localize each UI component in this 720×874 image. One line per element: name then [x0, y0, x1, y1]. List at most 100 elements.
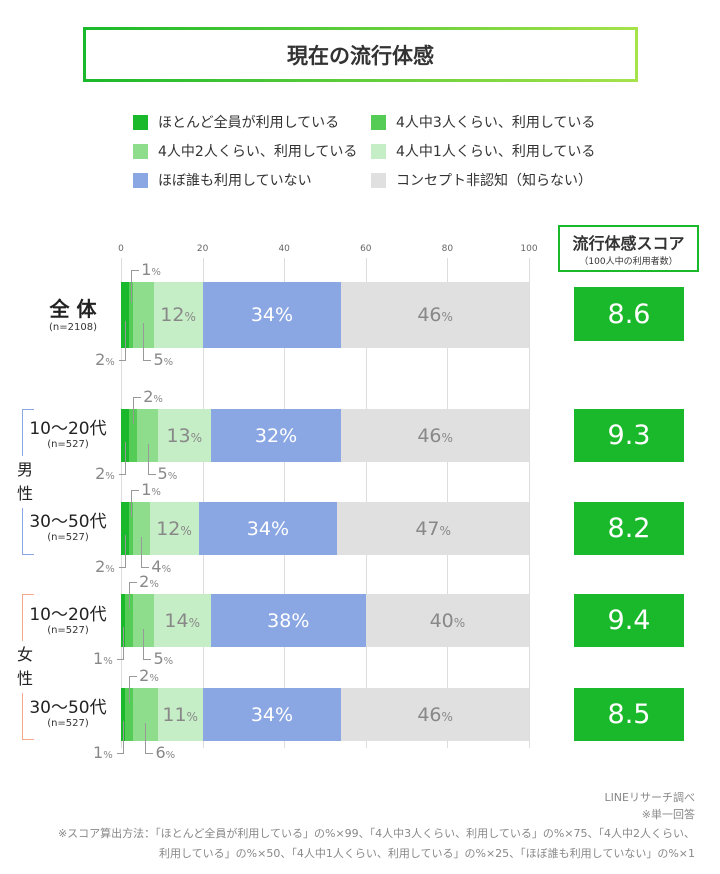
- leader-line: [147, 443, 149, 474]
- legend-swatch: [371, 143, 386, 159]
- bar-segment: [137, 409, 158, 462]
- score-box: 8.5: [574, 688, 684, 741]
- callout-label: 1%: [141, 480, 161, 499]
- bar-segment: [121, 409, 130, 462]
- callout-label: 5%: [153, 350, 174, 369]
- x-tick-label: 80: [441, 244, 454, 254]
- row-label-main: 30〜50代: [29, 698, 107, 718]
- leader-line: [131, 270, 140, 271]
- legend-swatch: [133, 143, 148, 159]
- row-label-main: 30〜50代: [29, 512, 107, 532]
- callout-label: 2%: [139, 572, 159, 591]
- leader-line: [131, 270, 133, 303]
- score-box: 8.2: [574, 502, 684, 555]
- legend-swatch: [133, 114, 148, 130]
- legend-label: 4人中1人くらい、利用している: [396, 144, 596, 160]
- row-label-n: (n=527): [47, 718, 89, 729]
- data-label: 12%: [156, 517, 192, 540]
- leader-line: [131, 490, 140, 491]
- data-label: 14%: [164, 609, 200, 632]
- bar-segment: 34%: [202, 688, 342, 741]
- bar-row: 11% 34% 46%: [121, 688, 529, 741]
- bracket-gap: [18, 641, 28, 693]
- data-label: 11%: [162, 703, 198, 726]
- row-label: 10〜20代 (n=527): [13, 600, 123, 636]
- bar-segment: 47%: [337, 502, 529, 555]
- score-header-title: 流行体感スコア: [572, 234, 685, 253]
- leader-line: [119, 567, 127, 568]
- bar-segment: 38%: [210, 594, 366, 647]
- row-label: 10〜20代 (n=527): [13, 414, 123, 450]
- gridline: [529, 258, 530, 748]
- callout-label: 2%: [95, 464, 115, 483]
- data-label: 34%: [246, 517, 289, 540]
- row-label-n: (n=527): [47, 532, 89, 543]
- legend-label: 4人中2人くらい、利用している: [158, 144, 358, 160]
- legend-label: コンセプト非認知（知らない）: [396, 173, 592, 189]
- score-box: 9.4: [574, 594, 684, 647]
- leader-line: [141, 536, 143, 567]
- legend-swatch: [371, 172, 386, 188]
- data-label: 34%: [250, 703, 294, 726]
- callout-label: 5%: [153, 649, 174, 668]
- legend-swatch: [371, 114, 386, 130]
- data-label: 32%: [254, 424, 298, 447]
- row-label: 30〜50代 (n=527): [13, 693, 123, 729]
- x-tick-label: 0: [118, 244, 124, 254]
- data-label: 40%: [429, 609, 466, 632]
- data-label: 13%: [166, 424, 203, 447]
- row-label-n: (n=527): [47, 439, 89, 450]
- callout-label: 1%: [141, 260, 161, 279]
- data-label: 46%: [417, 304, 453, 326]
- bar-row: 14% 38% 40%: [121, 594, 529, 647]
- score-header: 流行体感スコア （100人中の利用者数）: [558, 225, 699, 272]
- callout-label: 1%: [93, 649, 113, 668]
- legend-swatch: [133, 172, 148, 188]
- leader-line: [133, 397, 135, 424]
- bar-segment: 46%: [341, 282, 529, 348]
- x-tick-label: 100: [520, 244, 538, 254]
- footer-formula-line2: 利用している」の%×50、「4人中1人くらい、利用している」の%×25、「ほぼ誰…: [158, 847, 695, 860]
- row-label-main: 全 体: [49, 297, 97, 321]
- legend-item: コンセプト非認知（知らない）: [371, 170, 592, 190]
- score-box: 8.6: [574, 287, 684, 341]
- bar-row: 12% 34% 47%: [121, 502, 529, 555]
- footer-source: LINEリサーチ調べ: [604, 791, 695, 804]
- row-label-main: 10〜20代: [29, 419, 107, 439]
- bar-segment: 34%: [202, 282, 342, 348]
- callout-label: 2%: [95, 350, 115, 369]
- legend-item: ほとんど全員が利用している: [133, 112, 339, 132]
- bar-segment: [133, 282, 154, 348]
- x-tick-label: 20: [196, 244, 209, 254]
- leader-line: [143, 360, 152, 361]
- leader-line: [125, 441, 127, 474]
- bar-row: 12% 34% 46%: [121, 282, 529, 348]
- leader-line: [141, 567, 150, 568]
- legend-item: 4人中3人くらい、利用している: [371, 112, 595, 132]
- bar-segment: [125, 594, 134, 647]
- leader-line: [123, 720, 125, 753]
- data-label: 34%: [250, 304, 294, 326]
- legend-label: ほとんど全員が利用している: [158, 115, 340, 131]
- bar-segment: 12%: [153, 282, 203, 348]
- row-label: 30〜50代 (n=527): [13, 507, 123, 543]
- bar-segment: [129, 502, 134, 555]
- callout-label: 4%: [151, 557, 172, 576]
- bar-segment: [121, 502, 130, 555]
- footer-formula-line1: ※スコア算出方法：「ほとんど全員が利用している」の%×99、「4人中3人くらい、…: [57, 827, 695, 840]
- callout-label: 2%: [139, 666, 159, 685]
- chart-title: 現在の流行体感: [83, 27, 638, 82]
- footer-note: ※単一回答: [641, 808, 695, 821]
- leader-line: [119, 474, 127, 475]
- row-label: 全 体 (n=2108): [18, 293, 128, 333]
- bar-segment: [129, 282, 134, 348]
- callout-label: 2%: [95, 557, 115, 576]
- legend-item: ほぼ誰も利用していない: [133, 170, 312, 190]
- legend-label: ほぼ誰も利用していない: [158, 173, 312, 189]
- bar-segment: [121, 282, 130, 348]
- row-label-n: (n=2108): [49, 322, 97, 333]
- row-label-n: (n=527): [47, 625, 89, 636]
- leader-line: [129, 676, 131, 703]
- leader-line: [117, 659, 125, 660]
- leader-line: [147, 474, 156, 475]
